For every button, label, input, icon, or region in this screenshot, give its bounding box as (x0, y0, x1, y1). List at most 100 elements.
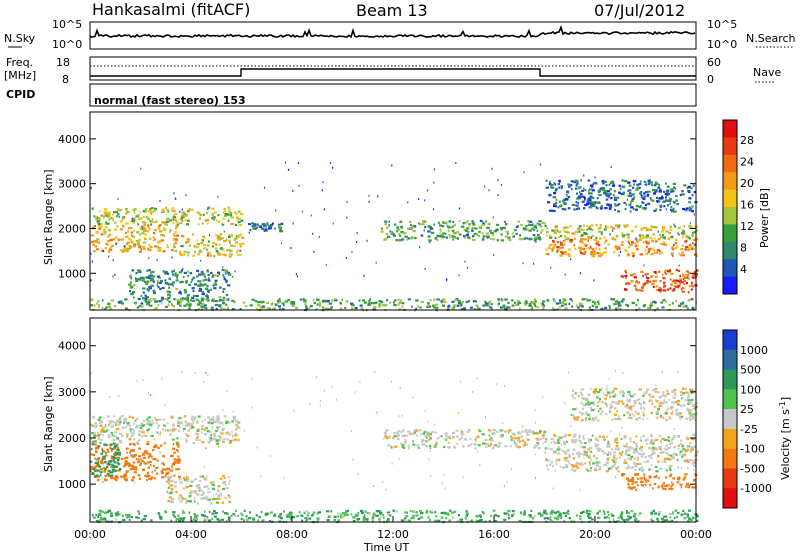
heatmap-cell (680, 302, 683, 305)
heatmap-cell (568, 453, 571, 456)
heatmap-cell (486, 236, 489, 239)
heatmap-cell (594, 416, 598, 419)
heatmap-cell (668, 197, 672, 200)
heatmap-cell (397, 298, 400, 301)
heatmap-cell (227, 219, 230, 222)
heatmap-cell (610, 430, 612, 433)
heatmap-cell (577, 394, 580, 397)
heatmap-cell (105, 221, 108, 224)
heatmap-cell (677, 447, 680, 450)
heatmap-cell (330, 510, 333, 513)
heatmap-cell (180, 244, 184, 248)
heatmap-cell (119, 228, 123, 231)
heatmap-cell (500, 306, 502, 309)
heatmap-cell (692, 404, 695, 407)
heatmap-cell (125, 470, 129, 473)
heatmap-cell (222, 274, 225, 277)
heatmap-cell (576, 182, 579, 185)
heatmap-cell (534, 409, 536, 412)
heatmap-cell (177, 475, 181, 478)
heatmap-cell (160, 302, 163, 305)
heatmap-cell (194, 500, 196, 503)
heatmap-cell (580, 445, 583, 449)
heatmap-cell (506, 480, 508, 483)
heatmap-cell (181, 497, 185, 500)
heatmap-cell (629, 416, 633, 420)
heatmap-cell (429, 241, 431, 244)
heatmap-cell (643, 195, 646, 198)
heatmap-cell (576, 416, 580, 419)
heatmap-cell (98, 512, 102, 515)
heatmap-cell (204, 278, 208, 281)
heatmap-cell (173, 458, 176, 461)
heatmap-cell (178, 517, 183, 520)
heatmap-cell (484, 220, 487, 223)
heatmap-cell (674, 242, 678, 245)
heatmap-cell (648, 182, 651, 185)
heatmap-cell (652, 225, 656, 228)
heatmap-cell (656, 196, 658, 199)
heatmap-cell (542, 306, 545, 310)
heatmap-cell (571, 188, 573, 191)
noise-left-tick-low: 10^0 (52, 38, 82, 51)
heatmap-cell (690, 247, 693, 250)
heatmap-cell (167, 210, 170, 213)
heatmap-cell (548, 244, 552, 247)
heatmap-cell (396, 432, 399, 435)
heatmap-cell (134, 481, 136, 484)
heatmap-cell (634, 465, 638, 468)
heatmap-cell (646, 276, 648, 279)
heatmap-cell (90, 465, 93, 469)
heatmap-cell (173, 243, 176, 246)
heatmap-cell (199, 288, 202, 291)
heatmap-cell (336, 515, 339, 518)
heatmap-cell (413, 225, 417, 228)
heatmap-cell (658, 190, 662, 193)
heatmap-cell (374, 370, 376, 373)
heatmap-cell (607, 513, 610, 517)
heatmap-cell (617, 516, 620, 519)
heatmap-cell (411, 432, 415, 435)
heatmap-cell (665, 444, 668, 447)
heatmap-cell (354, 307, 358, 310)
heatmap-cell (393, 304, 397, 307)
heatmap-cell (153, 209, 157, 212)
nave-right-label: Nave (753, 66, 781, 79)
heatmap-cell (601, 410, 604, 413)
heatmap-cell (603, 438, 606, 441)
heatmap-cell (147, 416, 151, 419)
heatmap-cell (487, 304, 490, 307)
heatmap-cell (681, 235, 685, 238)
heatmap-cell (635, 205, 639, 208)
heatmap-cell (411, 305, 413, 308)
heatmap-cell (376, 411, 378, 414)
heatmap-cell (587, 514, 590, 518)
heatmap-cell (532, 301, 536, 304)
heatmap-cell (175, 490, 178, 494)
heatmap-cell (565, 511, 569, 514)
heatmap-cell (109, 471, 113, 474)
heatmap-cell (537, 233, 540, 237)
heatmap-cell (559, 241, 561, 244)
heatmap-cell (521, 237, 526, 241)
heatmap-cell (643, 282, 646, 285)
heatmap-cell (593, 201, 596, 204)
heatmap-cell (582, 435, 585, 438)
heatmap-cell (614, 447, 618, 450)
heatmap-cell (490, 308, 493, 311)
heatmap-cell (135, 278, 138, 281)
heatmap-cell (520, 223, 523, 227)
heatmap-cell (632, 186, 635, 189)
heatmap-cell (500, 227, 503, 231)
heatmap-cell (565, 237, 570, 240)
heatmap-cell (346, 216, 348, 219)
heatmap-cell (529, 223, 534, 227)
heatmap-cell (487, 222, 491, 226)
heatmap-cell (645, 483, 647, 487)
heatmap-cell (691, 401, 693, 404)
heatmap-cell (474, 447, 477, 450)
heatmap-cell (152, 275, 156, 278)
heatmap-cell (185, 486, 189, 489)
heatmap-cell (207, 491, 211, 494)
heatmap-cell (163, 463, 165, 466)
